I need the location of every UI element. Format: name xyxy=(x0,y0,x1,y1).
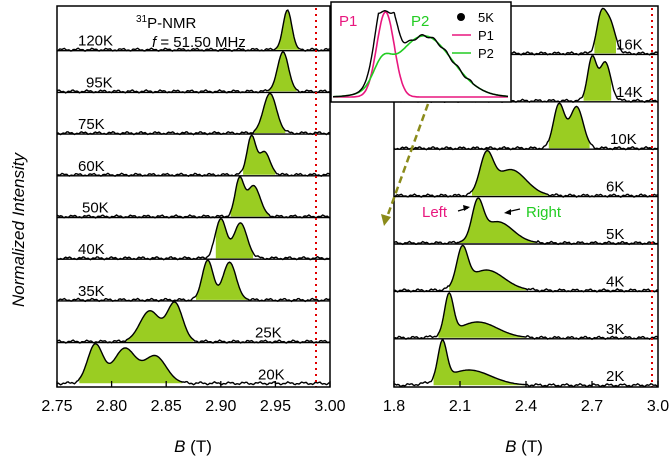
spectrum-fill-75K xyxy=(254,93,286,134)
legend-p1-label: P1 xyxy=(478,28,494,43)
left-x-axis-label: B (T) xyxy=(174,437,212,456)
temperature-label-50K: 50K xyxy=(82,200,109,217)
inset-p1-curve xyxy=(333,11,508,98)
temperature-label-25K: 25K xyxy=(255,325,282,342)
spectrum-line-20K xyxy=(56,342,331,386)
spectrum-line-95K xyxy=(56,50,330,94)
x-tick-label-2.80: 2.80 xyxy=(96,398,127,415)
x-tick-label-3.00: 3.00 xyxy=(314,398,345,415)
temperature-label-10K: 10K xyxy=(610,131,637,148)
temperature-label-16K: 16K xyxy=(616,36,643,53)
x-tick-label-2.75: 2.75 xyxy=(41,398,72,415)
left-x-ticks: 2.75 2.80 2.85 2.90 2.95 3.00 xyxy=(41,381,346,415)
temperature-label-6K: 6K xyxy=(606,179,624,196)
right-x-axis-label: B (T) xyxy=(505,437,543,456)
x-tick-label-1.8: 1.8 xyxy=(383,398,405,415)
y-axis-label: Normalized Intensity xyxy=(9,152,28,308)
spectrum-line-3K xyxy=(393,291,659,341)
temperature-label-20K: 20K xyxy=(258,366,285,383)
left-plot-frame xyxy=(56,5,331,388)
x-tick-label-2.95: 2.95 xyxy=(260,398,291,415)
spectrum-fill-2K xyxy=(433,340,526,386)
inset-pointer-arrowhead xyxy=(381,214,391,226)
legend-5k-marker xyxy=(457,13,465,21)
left-x-axis-symbol: B xyxy=(174,437,185,456)
spectrum-fill-25K xyxy=(126,302,194,342)
right-panel: 16K 14K 10K 6K 5K 4K 3K 2K 1.8 2.1 2.4 2.7 3.0 B (T… xyxy=(383,5,669,456)
temperature-label-40K: 40K xyxy=(78,241,105,258)
spectrum-fill-50K xyxy=(230,176,270,217)
nmr-title: 31P-NMR xyxy=(136,14,196,32)
spectrum-fill-10K xyxy=(548,103,590,149)
inset-legend: 5K P1 P2 xyxy=(452,10,494,61)
spectrum-fill-14K xyxy=(583,55,612,101)
spectrum-fill-60K xyxy=(243,135,276,175)
x-tick-label-2.7: 2.7 xyxy=(581,398,603,415)
left-annotation-arrowhead xyxy=(463,205,470,211)
right-x-axis-unit: (T) xyxy=(516,437,542,456)
left-spectra: 120K 95K 75K 60K 50K 40K 35K 25K 20K xyxy=(56,9,331,386)
nucleus-mass-number: 31 xyxy=(136,14,148,25)
right-spectra: 16K 14K 10K 6K 5K 4K 3K 2K xyxy=(393,7,659,388)
right-peak-annotation: Right xyxy=(526,204,562,221)
inset-panel: P1 P2 5K P1 P2 xyxy=(330,1,512,103)
spectrum-fill-20K xyxy=(79,343,183,384)
left-panel: 120K 95K 75K 60K 50K 40K 35K 25K 20K 2.75 2.80 2.8… xyxy=(41,5,346,456)
temperature-label-60K: 60K xyxy=(78,158,105,175)
inset-pointer-arrow xyxy=(384,103,430,221)
frequency-symbol: f xyxy=(152,34,158,51)
x-tick-label-2.4: 2.4 xyxy=(515,398,537,415)
spectrum-fill-4K xyxy=(449,245,526,291)
x-tick-label-2.1: 2.1 xyxy=(449,398,471,415)
temperature-label-75K: 75K xyxy=(78,116,105,133)
spectrum-line-60K xyxy=(56,134,331,178)
temperature-label-95K: 95K xyxy=(86,74,113,91)
spectrum-fill-95K xyxy=(268,51,297,92)
left-peak-annotation: Left xyxy=(422,204,448,221)
temperature-label-35K: 35K xyxy=(78,283,105,300)
temperature-label-3K: 3K xyxy=(606,321,624,338)
right-annotation-arrowhead xyxy=(504,209,511,215)
temperature-label-14K: 14K xyxy=(616,84,643,101)
x-tick-label-2.90: 2.90 xyxy=(205,398,236,415)
temperature-label-4K: 4K xyxy=(606,273,624,290)
x-tick-label-2.85: 2.85 xyxy=(151,398,182,415)
spectrum-fill-120K xyxy=(275,10,299,50)
x-tick-label-3.0: 3.0 xyxy=(647,398,669,415)
temperature-label-2K: 2K xyxy=(606,368,624,385)
right-x-ticks: 1.8 2.1 2.4 2.7 3.0 xyxy=(383,381,669,415)
inset-p2-label: P2 xyxy=(411,13,429,30)
left-x-axis-unit: (T) xyxy=(185,437,211,456)
temperature-label-5K: 5K xyxy=(606,226,624,243)
inset-frame xyxy=(330,1,512,103)
frequency-label: f = 51.50 MHz xyxy=(152,34,246,51)
right-x-axis-symbol: B xyxy=(505,437,516,456)
legend-5k-label: 5K xyxy=(478,10,494,25)
inset-5k-data-curve xyxy=(333,9,508,98)
temperature-label-120K: 120K xyxy=(78,33,113,50)
spectrum-fill-3K xyxy=(438,292,526,338)
legend-p2-label: P2 xyxy=(478,46,494,61)
spectrum-fill-16K xyxy=(594,8,616,54)
nucleus-name: P-NMR xyxy=(147,15,196,32)
spectrum-fill-5K xyxy=(460,198,537,243)
frequency-value: = 51.50 MHz xyxy=(156,34,246,51)
inset-p1-label: P1 xyxy=(339,13,357,30)
spectrum-line-25K xyxy=(56,301,331,344)
spectrum-fill-6K xyxy=(472,150,548,196)
